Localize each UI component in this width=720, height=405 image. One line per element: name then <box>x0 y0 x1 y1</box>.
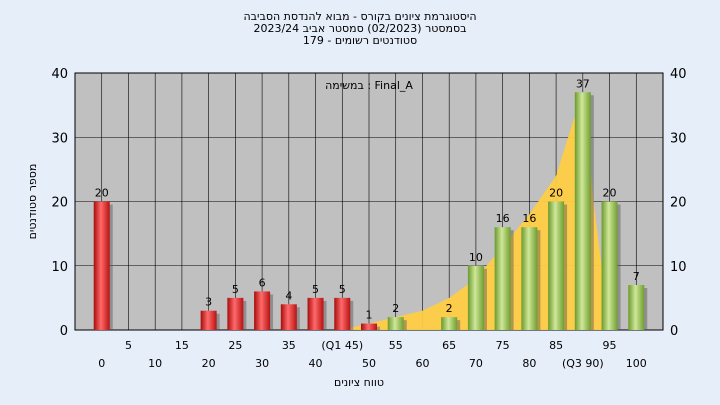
bar <box>227 297 244 330</box>
x-axis-label: טווח ציונים <box>334 376 384 389</box>
bar-value-label: 3 <box>205 296 212 309</box>
x-tick-label: 0 <box>98 357 105 370</box>
bar <box>387 317 404 330</box>
bar <box>361 323 377 330</box>
bar-value-label: 10 <box>469 251 483 264</box>
bar <box>307 297 324 330</box>
chart-annotation: במשימה : Final_A <box>325 79 413 92</box>
bar <box>494 227 511 330</box>
bar-value-label: 20 <box>95 187 109 200</box>
bar-value-label: 2 <box>446 302 453 315</box>
x-tick-label: 10 <box>148 357 162 370</box>
bar-value-label: 16 <box>522 212 536 225</box>
x-tick-label: (Q3 90) <box>562 357 604 370</box>
bar-value-label: 37 <box>576 77 590 90</box>
x-tick-label: 95 <box>603 339 617 352</box>
y-tick-label-right: 0 <box>670 324 678 339</box>
bar <box>280 304 297 330</box>
bar-value-label: 5 <box>339 283 346 296</box>
x-tick-label: 80 <box>522 357 536 370</box>
chart-title-line-3: סטודנטים רשומים - 179 <box>302 34 418 47</box>
bar <box>548 201 565 330</box>
bar-value-label: 20 <box>549 187 563 200</box>
y-axis-label: מספר סטודנטים <box>26 164 39 240</box>
bar-value-label: 16 <box>496 212 510 225</box>
y-tick-label-right: 30 <box>670 131 687 146</box>
chart-title-line-2: בסמסטר (02/2023) סמסטר אביב 2023/24 <box>253 22 467 35</box>
y-tick-label-left: 40 <box>51 67 68 82</box>
bar-value-label: 4 <box>285 289 292 302</box>
bar <box>334 297 351 330</box>
bar-value-label: 1 <box>366 309 373 322</box>
x-tick-label: 70 <box>469 357 483 370</box>
x-tick-label: 35 <box>282 339 296 352</box>
bar <box>601 201 618 330</box>
x-tick-label: 75 <box>496 339 510 352</box>
x-tick-label: 55 <box>389 339 403 352</box>
bar-value-label: 6 <box>259 276 266 289</box>
y-tick-label-left: 20 <box>51 196 68 211</box>
x-tick-label: 25 <box>228 339 242 352</box>
x-tick-label: 30 <box>255 357 269 370</box>
x-tick-label: 40 <box>309 357 323 370</box>
bar <box>441 317 458 330</box>
distribution-curve-area <box>342 92 610 331</box>
bar <box>574 92 591 331</box>
bar <box>628 285 645 330</box>
y-tick-label-right: 20 <box>670 196 687 211</box>
x-tick-label: 60 <box>415 357 429 370</box>
bar-value-label: 5 <box>312 283 319 296</box>
x-tick-label: 20 <box>202 357 216 370</box>
y-tick-label-left: 10 <box>51 260 68 275</box>
x-tick-label: 15 <box>175 339 189 352</box>
bar-value-label: 5 <box>232 283 239 296</box>
bar-value-label: 2 <box>392 302 399 315</box>
bar <box>200 310 217 330</box>
y-tick-label-left: 0 <box>60 324 68 339</box>
bar <box>467 265 484 330</box>
bar-value-label: 7 <box>633 270 640 283</box>
bar <box>93 201 110 330</box>
chart-title-line-1: היסטוגרמת ציונים בקורס - מבוא להנדסת הסב… <box>243 10 477 23</box>
bar-value-label: 20 <box>603 187 617 200</box>
x-tick-label: 100 <box>626 357 647 370</box>
x-tick-label: 5 <box>125 339 132 352</box>
y-tick-label-right: 10 <box>670 260 687 275</box>
bar <box>521 227 538 330</box>
y-tick-label-right: 40 <box>670 67 687 82</box>
bar <box>254 291 271 330</box>
x-tick-label: 50 <box>362 357 376 370</box>
y-tick-label-left: 30 <box>51 131 68 146</box>
x-tick-label: 65 <box>442 339 456 352</box>
x-tick-label: (Q1 45) <box>321 339 363 352</box>
x-tick-label: 85 <box>549 339 563 352</box>
